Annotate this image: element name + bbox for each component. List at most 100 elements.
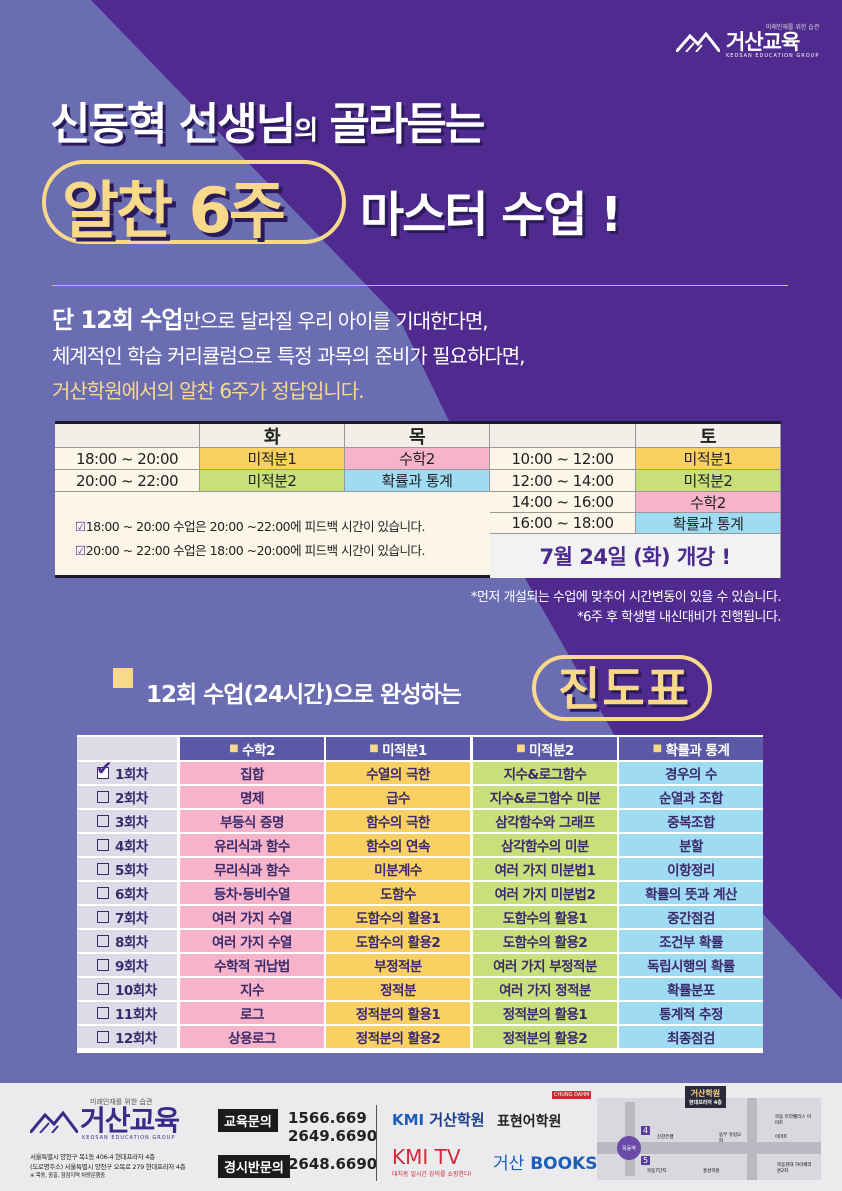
class-cell: 수학2 bbox=[345, 448, 490, 470]
topic-cell: 이항정리 bbox=[619, 858, 763, 880]
topic-cell: 확률분포 bbox=[619, 978, 763, 1000]
checkbox-icon[interactable] bbox=[97, 815, 109, 827]
road bbox=[747, 1098, 757, 1180]
checkbox-icon[interactable] bbox=[97, 911, 109, 923]
row-label: 2회차 bbox=[77, 786, 177, 808]
topic-cell: 도함수의 활용2 bbox=[473, 930, 617, 952]
topic-cell: 지수&로그함수 미분 bbox=[473, 786, 617, 808]
books-prefix: 거산 bbox=[493, 1154, 525, 1174]
blank-header bbox=[490, 424, 636, 448]
progress-heading: 12회 수업(24시간)으로 완성하는 bbox=[146, 682, 462, 708]
highlight-pill bbox=[42, 160, 346, 244]
topic-cell: 상용로그 bbox=[180, 1026, 324, 1048]
kmi-brand: KMI 거산학원 bbox=[392, 1109, 485, 1130]
exit-4: 4 bbox=[641, 1126, 651, 1135]
topic-cell: 도함수의 활용1 bbox=[326, 906, 470, 928]
checkbox-icon[interactable] bbox=[97, 1031, 109, 1043]
class-cell: 미적분2 bbox=[200, 470, 345, 492]
title-line1: 신동혁 선생님의 골라듣는 bbox=[50, 88, 485, 152]
topic-cell: 삼각함수의 미분 bbox=[473, 834, 617, 856]
topic-cell: 수열의 극한 bbox=[326, 762, 470, 784]
square-bullet-icon: ■ bbox=[369, 743, 379, 754]
map-title: 거산학원 bbox=[690, 1089, 721, 1098]
topic-cell: 순열과 조합 bbox=[619, 786, 763, 808]
topic-cell: 정적분의 활용1 bbox=[473, 1002, 617, 1024]
intro-line3: 거산학원에서의 알찬 6주가 정답입니다. bbox=[52, 379, 365, 403]
place-label: 목동현대 하이페리온2차 bbox=[777, 1163, 812, 1174]
time-cell: 14:00 ~ 16:00 bbox=[490, 492, 636, 513]
row-label: 4회차 bbox=[77, 834, 177, 856]
footer-tagline: 미래인재를 위한 습관 bbox=[90, 1098, 153, 1106]
progress-table: ■ 수학2 ■ 미적분1 ■ 미적분2 ■ 확률과 통계 ✔ 1회차 집합 수열의 극한 지수&로그함수… bbox=[77, 735, 763, 1053]
topic-cell: 최종점검 bbox=[619, 1026, 763, 1048]
class-cell: 미적분2 bbox=[636, 470, 781, 492]
yellow-square-icon bbox=[113, 668, 133, 688]
row-label: 7회차 bbox=[77, 906, 177, 928]
topic-cell: 분할 bbox=[619, 834, 763, 856]
place-label: 동부 유림오피 bbox=[719, 1133, 742, 1144]
checkbox-icon[interactable] bbox=[97, 983, 109, 995]
badge: CHUNG DAHM bbox=[552, 1091, 592, 1099]
topic-cell: 여러 가지 미분법1 bbox=[473, 858, 617, 880]
session-label: 9회차 bbox=[115, 959, 148, 975]
topic-cell: 지수 bbox=[180, 978, 324, 1000]
column-header: ■ 미적분1 bbox=[326, 737, 470, 760]
topic-cell: 여러 가지 수열 bbox=[180, 906, 324, 928]
checkbox-icon[interactable] bbox=[97, 863, 109, 875]
phone-number[interactable]: 2648.6690 bbox=[288, 1155, 378, 1173]
checkbox-icon[interactable] bbox=[97, 1007, 109, 1019]
session-label: 2회차 bbox=[115, 791, 148, 807]
logo-name: 거산교육 bbox=[726, 30, 800, 54]
top-logo: 미래인재를 위한 습관 거산교육 KEOSAN EDUCATION GROUP bbox=[676, 22, 819, 59]
header-blank bbox=[77, 737, 177, 760]
class-cell: 수학2 bbox=[636, 492, 781, 513]
divider bbox=[52, 285, 788, 286]
phone-number[interactable]: 2649.6690 bbox=[288, 1127, 378, 1145]
academy-name: 거산학원 bbox=[429, 1111, 485, 1129]
checkbox-icon[interactable] bbox=[97, 887, 109, 899]
time-cell: 18:00 ~ 20:00 bbox=[55, 448, 200, 470]
footnote-2: *6주 후 학생별 내신대비가 진행됩니다. bbox=[577, 610, 781, 625]
session-label: 8회차 bbox=[115, 935, 148, 951]
footer-logo: 미래인재를 위한 습관 거산교육 KEOSAN EDUCATION GROUP bbox=[30, 1097, 180, 1141]
mountain-logo-icon bbox=[30, 1110, 78, 1133]
address: 서울특별시 양천구 목1동 406-4 현대프라자 4층 bbox=[30, 1153, 155, 1161]
place-label: 흥성학원 bbox=[703, 1169, 720, 1174]
topic-cell: 유리식과 함수 bbox=[180, 834, 324, 856]
column-header-label: 미적분1 bbox=[382, 742, 427, 759]
row-label: 3회차 bbox=[77, 810, 177, 832]
topic-cell: 여러 가지 미분법2 bbox=[473, 882, 617, 904]
session-label: 7회차 bbox=[115, 911, 148, 927]
checkbox-icon[interactable] bbox=[97, 935, 109, 947]
topic-cell: 경우의 수 bbox=[619, 762, 763, 784]
time-cell: 20:00 ~ 22:00 bbox=[55, 470, 200, 492]
session-label: 12회차 bbox=[115, 1031, 157, 1047]
note-2: ☑20:00 ~ 22:00 수업은 18:00 ~20:00에 피드백 시간이… bbox=[75, 540, 426, 559]
topic-cell: 여러 가지 수열 bbox=[180, 930, 324, 952]
header-tue: 화 bbox=[200, 424, 345, 448]
exit-5: 5 bbox=[641, 1156, 651, 1165]
road-address: (도로명주소) 서울특별시 양천구 오목로 279 현대프라자 4층 bbox=[30, 1163, 186, 1171]
session-label: 1회차 bbox=[115, 767, 148, 783]
teacher-name: 신동혁 선생님 bbox=[50, 99, 296, 150]
session-label: 5회차 bbox=[115, 863, 148, 879]
checkbox-icon[interactable] bbox=[97, 791, 109, 803]
topic-cell: 도함수의 활용1 bbox=[473, 906, 617, 928]
header-sat: 토 bbox=[636, 424, 781, 448]
place-label: 이마트 bbox=[775, 1135, 788, 1140]
topic-cell: 부등식 증명 bbox=[180, 810, 324, 832]
intro-bold: 단 12회 수업 bbox=[52, 306, 183, 334]
row-label: 9회차 bbox=[77, 954, 177, 976]
time-cell: 12:00 ~ 14:00 bbox=[490, 470, 636, 492]
row-label: 6회차 bbox=[77, 882, 177, 904]
checkbox-icon[interactable] bbox=[97, 959, 109, 971]
kmitv-tagline: 대치동 일시간 강의를 쇼핑한다! bbox=[392, 1171, 472, 1178]
topic-cell: 정적분 bbox=[326, 978, 470, 1000]
mountain-logo-icon bbox=[676, 31, 720, 52]
shuttle-note: ※ 목동, 중흥, 점점지역 차량운행중 bbox=[30, 1173, 105, 1179]
logo-english: KEOSAN EDUCATION GROUP bbox=[726, 53, 820, 59]
checked-box-icon[interactable]: ✔ bbox=[96, 756, 113, 780]
phone-number[interactable]: 1566.669 bbox=[288, 1109, 367, 1127]
checkbox-icon[interactable] bbox=[97, 839, 109, 851]
class-cell: 미적분1 bbox=[200, 448, 345, 470]
